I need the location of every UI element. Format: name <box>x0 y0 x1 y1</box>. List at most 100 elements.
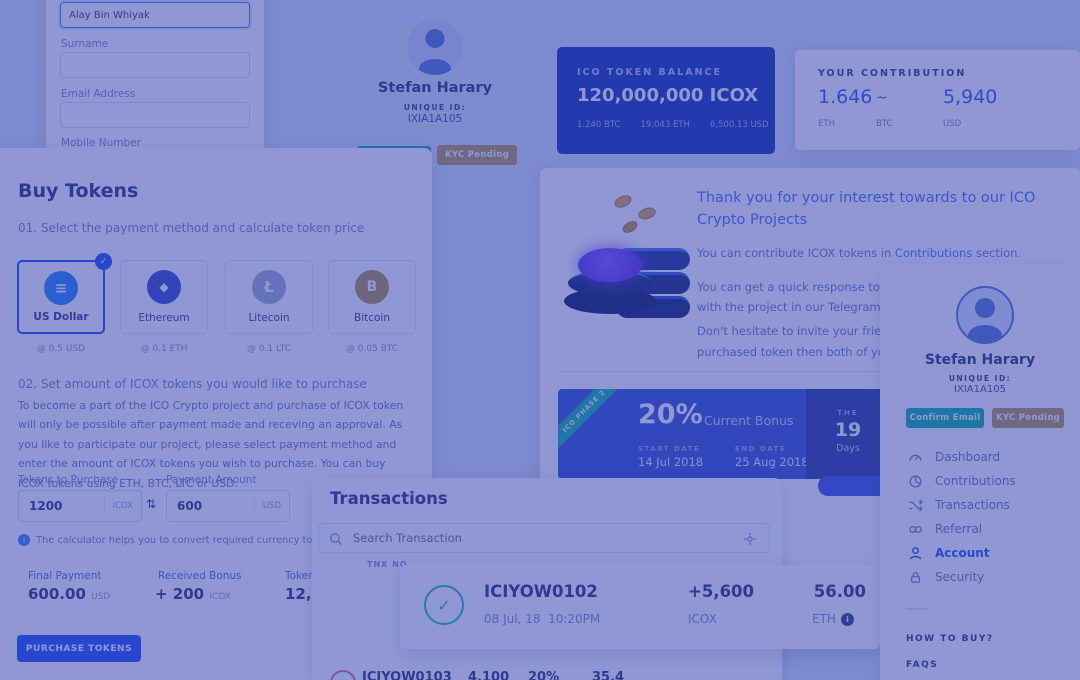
account-person-icon <box>908 546 923 561</box>
tnx-value: 56.00 <box>813 582 866 601</box>
payment-method-usd[interactable]: ≡ US Dollar ✓ <box>17 253 112 334</box>
balance-eth: 19.043 ETH <box>640 120 690 130</box>
section-divider <box>558 371 888 372</box>
countdown-days-label: Days <box>836 443 860 454</box>
welcome-heading-line1: Thank you for your interest towards to o… <box>697 190 1036 206</box>
phase-ribbon: ICO PHASE 2 <box>558 389 628 459</box>
btc-rate: @ 0.05 BTC <box>345 344 399 354</box>
kyc-pending-badge[interactable]: KYC Pending <box>437 145 517 165</box>
tnx-number: ICIYOW0102 <box>484 582 598 601</box>
final-payment-value: 600.00 USD <box>28 585 111 603</box>
email-input[interactable] <box>60 102 250 128</box>
faqs-link[interactable]: FAQS <box>906 660 939 670</box>
payment-method-btc[interactable]: B Bitcoin <box>328 260 416 334</box>
sidebar-item-referral[interactable]: Referral <box>908 520 982 538</box>
countdown-days: 19 <box>834 419 862 441</box>
usd-icon: ≡ <box>44 271 78 305</box>
tnx2-value: 35,4 <box>592 670 625 680</box>
selected-check-badge: ✓ <box>95 253 112 270</box>
eth-info-icon[interactable]: i <box>840 612 854 626</box>
welcome-p2a: You can get a quick response to any <box>697 280 905 294</box>
contribution-title: YOUR CONTRIBUTION <box>818 68 967 79</box>
end-date-label: END DATE <box>735 445 787 453</box>
ltc-name: Litecoin <box>248 312 290 324</box>
ico-phase-banner: ICO PHASE 2 20% Current Bonus START DATE… <box>558 389 890 479</box>
confirm-email-button[interactable]: Confirm Email <box>906 408 984 428</box>
how-to-buy-link[interactable]: HOW TO BUY? <box>906 634 994 644</box>
tnx-date: 08 Jul, 18 10:20PM <box>484 612 601 626</box>
welcome-p2b: with the project in our Telegram: <box>697 300 889 314</box>
surname-label: Surname <box>61 38 109 50</box>
shuffle-icon <box>908 498 923 513</box>
payment-amount-label: Payment Amount <box>166 474 257 486</box>
sidebar-item-transactions[interactable]: Transactions <box>908 496 1010 514</box>
welcome-p1: You can contribute ICOX tokens in <box>697 246 895 260</box>
unique-id-value: IXIA1A105 <box>407 113 463 125</box>
tnx2-amount: 4,100 <box>468 670 510 680</box>
tokens-input[interactable]: 1200 ICOX <box>18 490 142 522</box>
sidebar-unique-id: IXIA1A105 <box>954 384 1006 395</box>
sidebar-item-contributions[interactable]: Contributions <box>908 472 1016 490</box>
balance-btc: 1.240 BTC <box>577 120 621 130</box>
litecoin-icon: Ł <box>252 270 286 304</box>
payment-method-ltc[interactable]: Ł Litecoin <box>225 260 313 334</box>
coins-illustration <box>556 192 701 342</box>
swap-icon[interactable]: ⇅ <box>146 497 157 511</box>
sidebar-item-security[interactable]: Security <box>908 568 984 586</box>
email-label: Email Address <box>61 88 136 100</box>
ethereum-icon: ◆ <box>147 270 181 304</box>
payment-input[interactable]: 600 USD <box>166 490 290 522</box>
contributions-link[interactable]: Contributions <box>894 246 973 260</box>
sidebar-divider <box>906 608 928 610</box>
first-name-input[interactable] <box>60 2 250 28</box>
token-balance-amount: 120,000,000 ICOX <box>577 85 759 106</box>
start-date-value: 14 Jul 2018 <box>638 455 704 469</box>
buy-tokens-title: Buy Tokens <box>18 180 139 202</box>
final-payment-label: Final Payment <box>28 570 102 582</box>
transaction-search-bar[interactable] <box>318 523 770 553</box>
welcome-p1-end: section. <box>972 246 1022 260</box>
sidebar-profile-name: Stefan Harary <box>924 352 1036 368</box>
tokens-to-purchase-label: Tokens to Purchase <box>18 474 119 486</box>
btc-unit-label: BTC <box>876 119 893 129</box>
btc-name: Bitcoin <box>353 312 390 324</box>
ltc-rate: @ 0.1 LTC <box>246 344 292 354</box>
bonus-percent: 20% <box>638 399 703 430</box>
tnx-value-unit: ETH i <box>812 612 854 626</box>
received-bonus-label: Received Bonus <box>158 570 242 582</box>
welcome-heading-line2: Crypto Projects <box>697 212 808 228</box>
sidebar-item-account[interactable]: Account <box>908 544 990 562</box>
start-date-label: START DATE <box>638 445 701 453</box>
surname-input[interactable] <box>60 52 250 78</box>
payment-method-eth[interactable]: ◆ Ethereum <box>120 260 208 334</box>
info-icon: i <box>18 534 30 546</box>
contribution-eth: 1.646 <box>818 86 873 108</box>
balance-usd: 6,500.13 USD <box>709 120 769 130</box>
tnx2-number: ICIYOW0103 <box>362 670 452 680</box>
tnx-amount: +5,600 <box>688 582 755 601</box>
filter-settings-icon[interactable] <box>743 532 757 546</box>
lock-icon <box>908 570 923 585</box>
tnx-amount-unit: ICOX <box>688 612 717 626</box>
tnx2-bonus: 20% <box>528 670 560 680</box>
eth-unit-label: ETH <box>818 119 835 129</box>
token-total-label: Token <box>285 570 315 582</box>
welcome-p3b: purchased token then both of you g <box>697 345 903 359</box>
dashboard-icon <box>908 450 923 465</box>
purchase-tokens-button[interactable]: PURCHASE TOKENS <box>17 635 141 662</box>
kyc-pending-button[interactable]: KYC Pending <box>992 408 1064 428</box>
search-icon <box>329 532 343 546</box>
avatar <box>407 19 463 75</box>
usd-unit-label: USD <box>943 119 962 129</box>
countdown-label: THE <box>837 409 859 417</box>
end-date-value: 25 Aug 2018 <box>735 455 809 469</box>
sidebar-avatar <box>956 286 1014 344</box>
transaction-row[interactable]: ✓ ICIYOW0102 08 Jul, 18 10:20PM +5,600 I… <box>400 565 880 649</box>
countdown-box: THE 19 Days <box>806 389 890 479</box>
infinity-link-icon <box>908 522 923 537</box>
sidebar-item-dashboard[interactable]: Dashboard <box>908 448 1000 466</box>
usd-name: US Dollar <box>33 311 89 323</box>
search-input[interactable] <box>351 528 681 548</box>
token-balance-card: ICO TOKEN BALANCE 120,000,000 ICOX 1.240… <box>557 47 775 154</box>
